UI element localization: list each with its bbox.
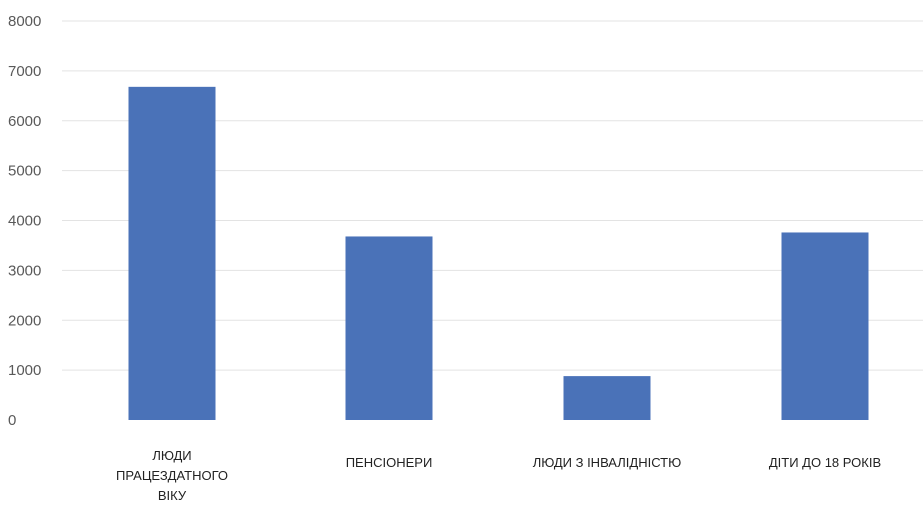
x-category-label: ПЕНСІОНЕРИ xyxy=(346,455,433,470)
y-tick-label: 7000 xyxy=(8,63,41,80)
y-axis-ticks: 0 1000 2000 3000 4000 5000 6000 7000 8000 xyxy=(8,13,41,429)
x-category-label: ЛЮДИ ПРАЦЕЗДАТНОГО ВІКУ xyxy=(116,448,228,503)
x-axis-labels: ЛЮДИ ПРАЦЕЗДАТНОГО ВІКУ ПЕНСІОНЕРИ ЛЮДИ З ІН… xyxy=(116,448,881,503)
bar xyxy=(781,232,869,420)
bar xyxy=(128,86,216,421)
x-category-label: ДІТИ ДО 18 РОКІВ xyxy=(769,455,881,470)
y-tick-label: 4000 xyxy=(8,213,41,230)
y-tick-label: 0 xyxy=(8,412,16,429)
y-tick-label: 5000 xyxy=(8,163,41,180)
bar xyxy=(563,376,651,420)
bar xyxy=(345,236,433,420)
y-tick-label: 3000 xyxy=(8,262,41,279)
x-category-label: ЛЮДИ З ІНВАЛІДНІСТЮ xyxy=(533,455,682,470)
y-tick-label: 8000 xyxy=(8,13,41,30)
y-tick-label: 1000 xyxy=(8,362,41,379)
y-tick-label: 6000 xyxy=(8,113,41,130)
bars xyxy=(128,86,869,421)
y-tick-label: 2000 xyxy=(8,312,41,329)
